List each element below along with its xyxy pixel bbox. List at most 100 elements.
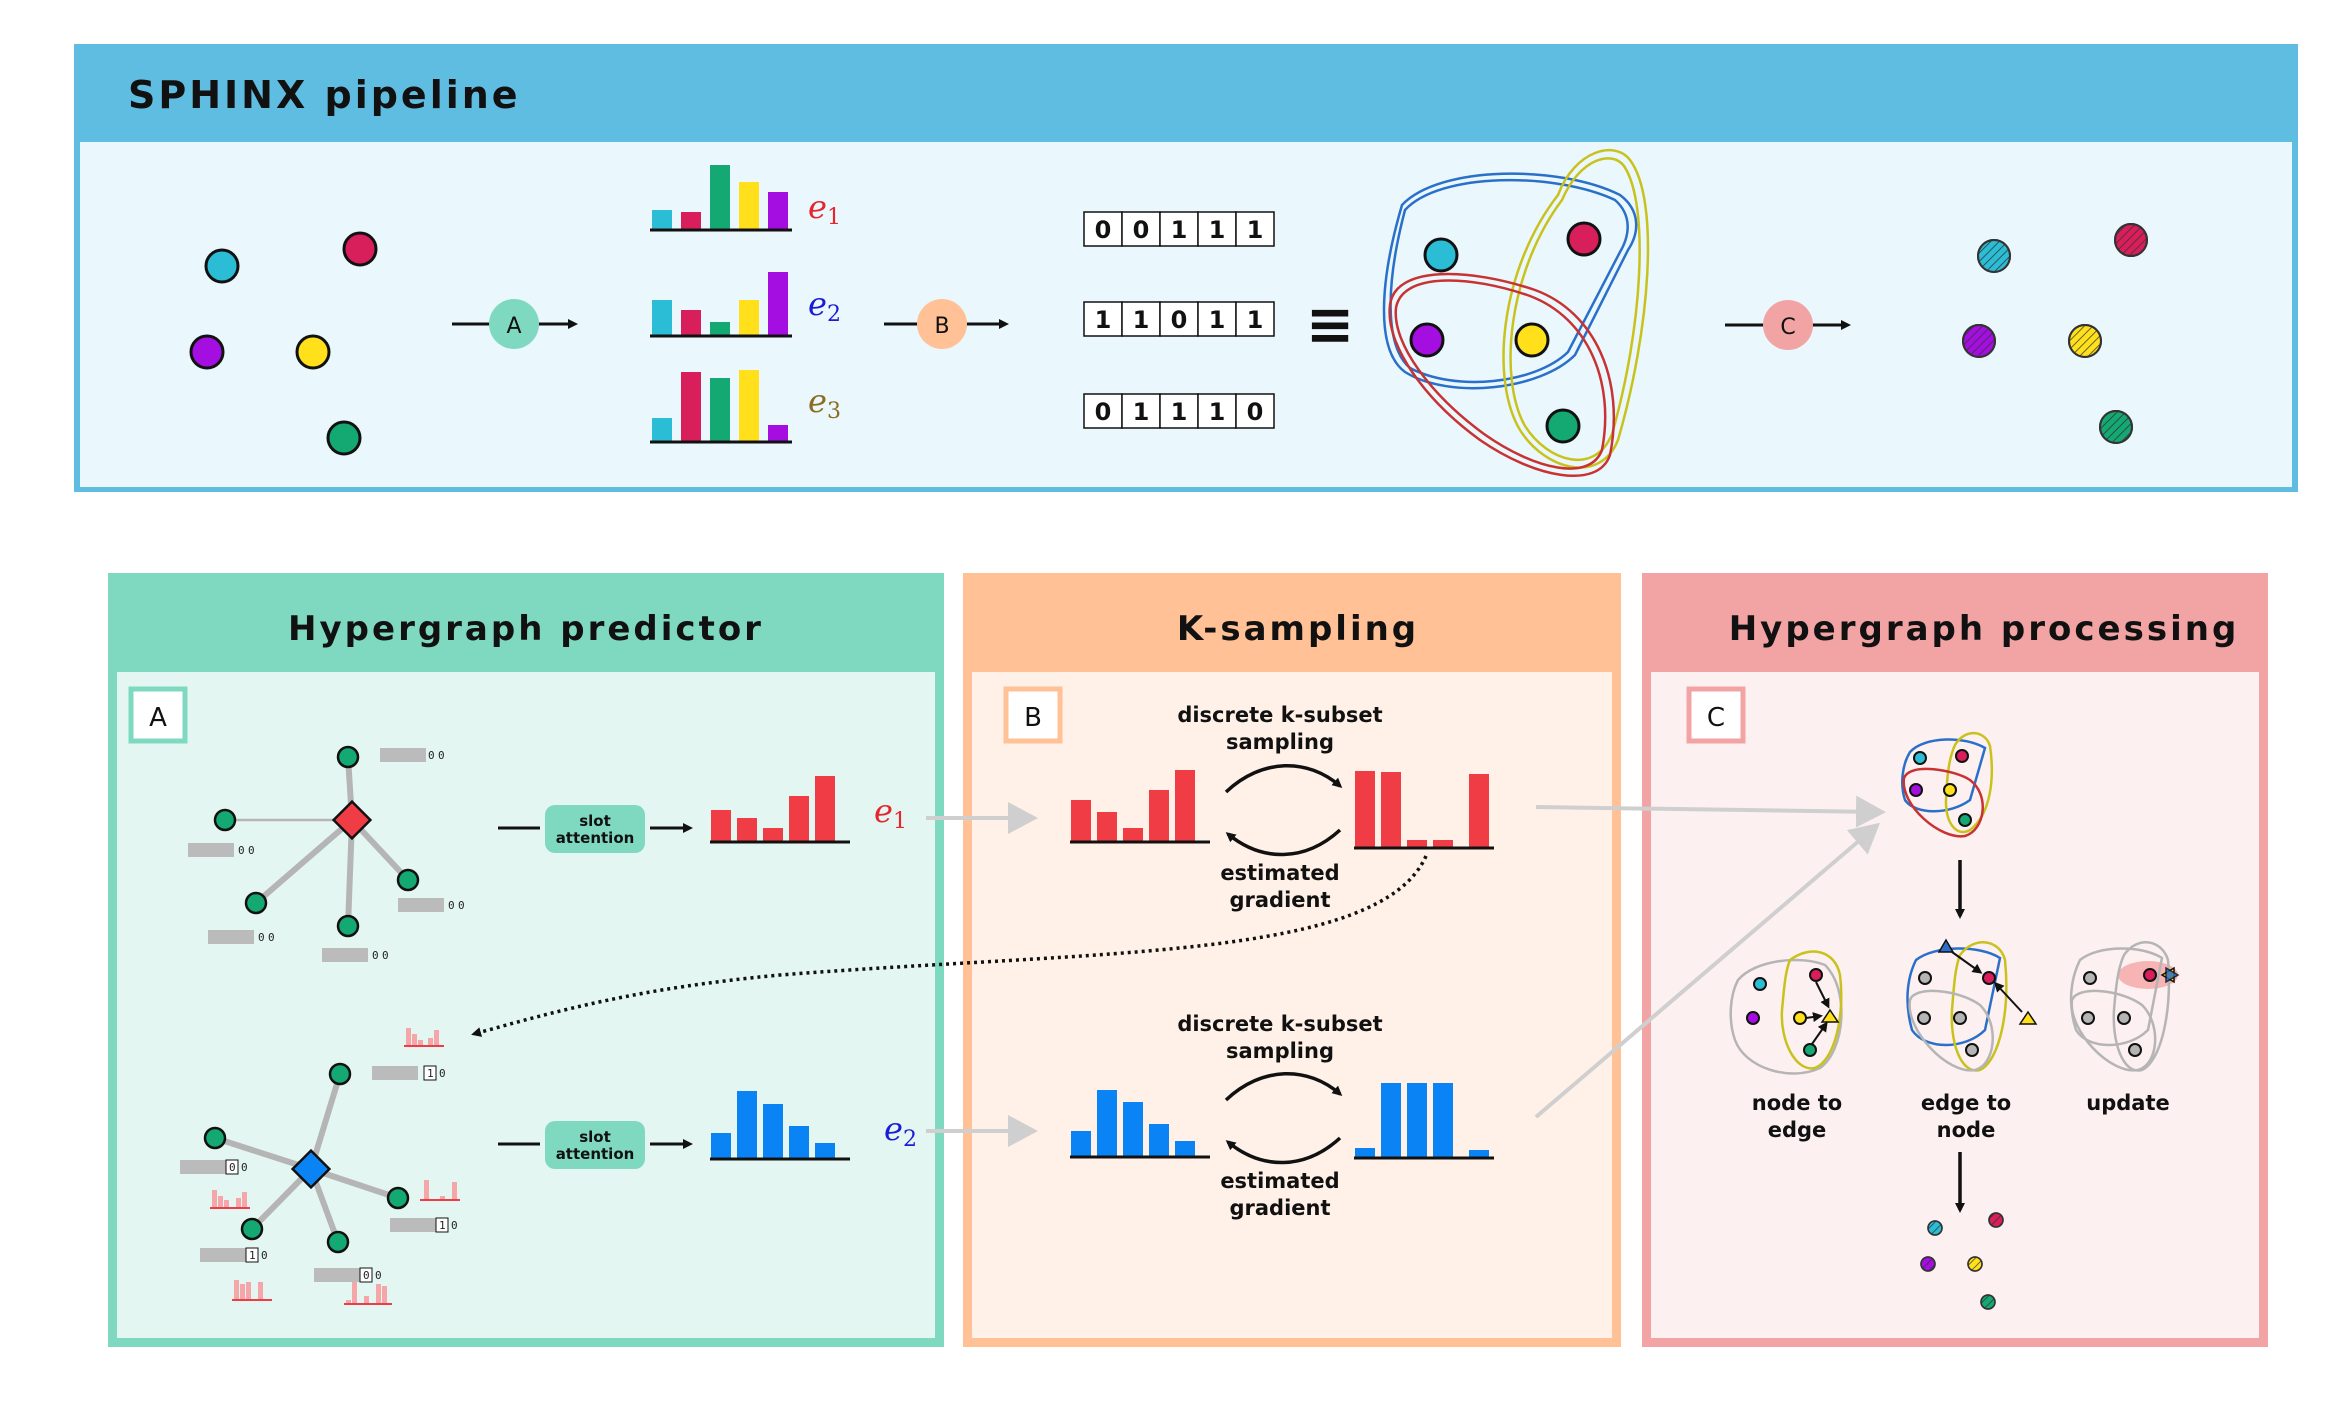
tiny-digit: 0 [261, 1249, 268, 1262]
incidence-row-2 [1083, 301, 1275, 337]
sampling-bottom-label: gradient [1229, 1196, 1330, 1220]
processing-body [1651, 672, 2259, 1338]
node-cyan [204, 248, 240, 284]
incidence-cell: 1 [1095, 306, 1112, 334]
red-scores [710, 776, 850, 844]
node-purple [189, 334, 225, 370]
processing-panel: Hypergraph processing C node to edge [1642, 573, 2268, 1347]
tiny-digit: 0 [238, 844, 245, 857]
tiny-digit: 0 [451, 1219, 458, 1232]
node-cyan-out [1977, 239, 2011, 273]
node-yellow-out [2068, 324, 2102, 358]
hypergraph [1382, 149, 1650, 477]
sampling-body [972, 672, 1612, 1338]
slot-label: slot [579, 1128, 611, 1146]
histogram-e2 [650, 272, 792, 338]
stage-a-label: A [506, 314, 521, 339]
incidence-row-1 [1083, 211, 1275, 247]
pipeline-title: SPHINX pipeline [128, 73, 521, 117]
node-green-out [2099, 410, 2133, 444]
tiny-digit: 0 [363, 1269, 370, 1282]
histograms [650, 165, 792, 444]
incidence-cell: 0 [1247, 398, 1264, 426]
slot-label: attention [556, 829, 635, 847]
sampling-red-input [1070, 770, 1210, 844]
incidence-cell: 1 [1247, 306, 1264, 334]
incidence-cell: 1 [1133, 398, 1150, 426]
sampling-blue-input [1070, 1090, 1210, 1159]
mini-histograms [212, 1028, 457, 1304]
input-nodes [189, 231, 378, 456]
incidence-cell: 0 [1133, 216, 1150, 244]
slot-label: slot [579, 812, 611, 830]
slot-attention-2: slot attention [498, 1121, 693, 1169]
node-purple-out [1962, 324, 1996, 358]
update-label: update [2086, 1091, 2169, 1115]
edge-to-node-hypergraph [1906, 938, 2038, 1072]
incidence-values: 0 0 1 1 1 1 1 0 1 1 0 1 1 1 0 [1095, 216, 1264, 426]
predictor-body [117, 672, 935, 1338]
stage-c-label: C [1780, 315, 1795, 340]
node-to-edge-label: node to [1752, 1091, 1842, 1115]
edge-label-e2: e2 [808, 285, 841, 327]
tiny-digit: 1 [249, 1249, 256, 1262]
tiny-digit: 0 [448, 899, 455, 912]
slot-label: attention [556, 1145, 635, 1163]
predictor-badge-label: A [149, 703, 167, 733]
incidence-cell: 1 [1171, 216, 1188, 244]
predictor-e2: e2 [884, 1110, 917, 1152]
sampling-bottom-label: gradient [1229, 888, 1330, 912]
node-to-edge-label: edge [1768, 1118, 1827, 1142]
edge-to-node-label: edge to [1921, 1091, 2011, 1115]
sampling-blue-output [1354, 1083, 1494, 1160]
predictor-title: Hypergraph predictor [288, 609, 764, 649]
tiny-digit: 0 [268, 931, 275, 944]
blue-scores [710, 1091, 850, 1161]
histogram-e3 [650, 370, 792, 444]
edge-to-node-label: node [1937, 1118, 1996, 1142]
node-yellow [295, 334, 331, 370]
node-green [326, 420, 362, 456]
tiny-digit: 0 [372, 949, 379, 962]
output-nodes [1962, 223, 2148, 444]
tiny-digit: 0 [428, 749, 435, 762]
tiny-digit: 0 [248, 844, 255, 857]
tiny-digit: 0 [241, 1161, 248, 1174]
sampling-badge-label: B [1024, 703, 1042, 733]
edge-label-e3: e3 [808, 382, 841, 424]
sampling-bottom-label: estimated [1220, 1169, 1339, 1193]
incidence-cell: 1 [1133, 306, 1150, 334]
stage-c: C [1725, 300, 1851, 350]
stage-b-label: B [934, 314, 949, 339]
hypergraph-nodes [1409, 221, 1602, 444]
tiny-digit: 0 [258, 931, 265, 944]
stage-a: A [452, 299, 578, 349]
processing-hypergraph-top [1901, 731, 1994, 838]
sampling-bottom-label: estimated [1220, 861, 1339, 885]
node-cyan [1423, 237, 1459, 273]
sampling-top-label: discrete k-subset [1177, 703, 1382, 727]
sampling-badge [1003, 686, 1063, 744]
histogram-e1 [650, 165, 792, 232]
predictor-badge [128, 686, 188, 744]
connectors [471, 795, 1886, 1147]
sampling-top-label: discrete k-subset [1177, 1012, 1382, 1036]
tiny-digit: 0 [382, 949, 389, 962]
sampling-panel: K-sampling B discrete k-subset sampling … [963, 573, 1621, 1347]
tiny-digit: 0 [439, 1067, 446, 1080]
equivalence-symbol: ≡ [1306, 290, 1355, 358]
tiny-digit: 1 [439, 1219, 446, 1232]
incidence-cell: 0 [1095, 216, 1112, 244]
stage-b: B [884, 299, 1009, 349]
processing-badge-label: C [1707, 703, 1725, 733]
node-green [1545, 408, 1581, 444]
incidence-cell: 1 [1209, 306, 1226, 334]
sampling-top-label: sampling [1226, 1039, 1334, 1063]
node-yellow [1514, 322, 1550, 358]
incidence-cell: 1 [1209, 398, 1226, 426]
incidence-cell: 1 [1171, 398, 1188, 426]
incidence-row-3 [1083, 393, 1275, 429]
tiny-digit: 0 [458, 899, 465, 912]
tiny-digit: 0 [438, 749, 445, 762]
